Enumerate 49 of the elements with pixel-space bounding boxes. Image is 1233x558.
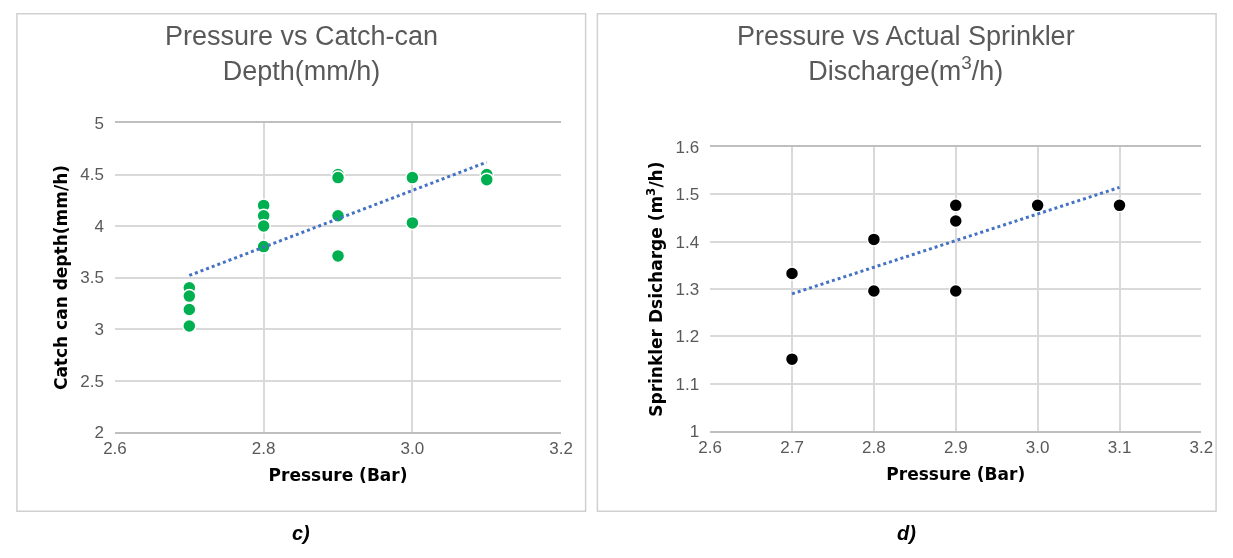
x-tick-label: 3.2 bbox=[549, 439, 573, 459]
point bbox=[1112, 198, 1127, 213]
x-tick-label: 3.2 bbox=[1189, 438, 1214, 458]
text: d) bbox=[897, 522, 917, 544]
point bbox=[182, 302, 197, 317]
text: c) bbox=[292, 522, 311, 544]
x-tick-label: 2.7 bbox=[780, 438, 804, 458]
y-tick-label: 1.3 bbox=[675, 280, 700, 300]
y-tick-label: 1.1 bbox=[675, 374, 700, 394]
y-tick-label: 1.6 bbox=[675, 138, 700, 158]
point bbox=[866, 232, 882, 247]
x-tick-label: 3.0 bbox=[400, 439, 425, 459]
x-tick-label: 2.6 bbox=[103, 439, 127, 459]
chart-title: Pressure vs Catch-can Depth(mm/h) bbox=[165, 21, 439, 87]
point bbox=[405, 170, 420, 185]
x-tick-label: 2.8 bbox=[862, 438, 886, 458]
point bbox=[182, 318, 197, 334]
point bbox=[784, 351, 800, 367]
y-tick-label: 5 bbox=[94, 113, 104, 133]
y-tick-label: 2 bbox=[94, 423, 104, 443]
point bbox=[866, 283, 882, 299]
y-tick-label: 3.5 bbox=[80, 268, 104, 288]
y-tick-label: 1.5 bbox=[675, 185, 700, 205]
y-tick-label: 1 bbox=[689, 422, 700, 442]
point bbox=[256, 218, 271, 234]
point bbox=[479, 172, 494, 187]
y-axis-title: Catch can depth(mm/h) bbox=[50, 164, 71, 391]
y-tick-label: 4.5 bbox=[80, 165, 104, 185]
x-axis-title: Pressure (Bar) bbox=[886, 464, 1026, 485]
y-tick-label: 4 bbox=[94, 216, 104, 236]
point bbox=[330, 248, 346, 264]
y-tick-label: 1.4 bbox=[675, 232, 700, 252]
point bbox=[948, 213, 964, 229]
x-tick-label: 2.6 bbox=[698, 438, 722, 458]
x-tick-label: 3.1 bbox=[1107, 438, 1132, 458]
point bbox=[784, 266, 800, 281]
x-tick-label: 2.9 bbox=[943, 438, 968, 458]
chart-title: Pressure vs Actual Sprinkler Discharge(m$^{3}$/h) bbox=[737, 21, 1075, 87]
x-axis-title: Pressure (Bar) bbox=[268, 465, 408, 486]
point bbox=[948, 283, 964, 299]
point bbox=[1030, 198, 1045, 213]
x-tick-label: 2.8 bbox=[251, 439, 276, 459]
y-tick-label: 2.5 bbox=[80, 371, 104, 391]
point bbox=[948, 198, 964, 213]
x-tick-label: 3.0 bbox=[1025, 438, 1050, 458]
y-tick-label: 1.2 bbox=[675, 327, 700, 347]
point bbox=[405, 215, 420, 231]
y-tick-label: 3 bbox=[94, 320, 104, 339]
point bbox=[182, 288, 197, 304]
